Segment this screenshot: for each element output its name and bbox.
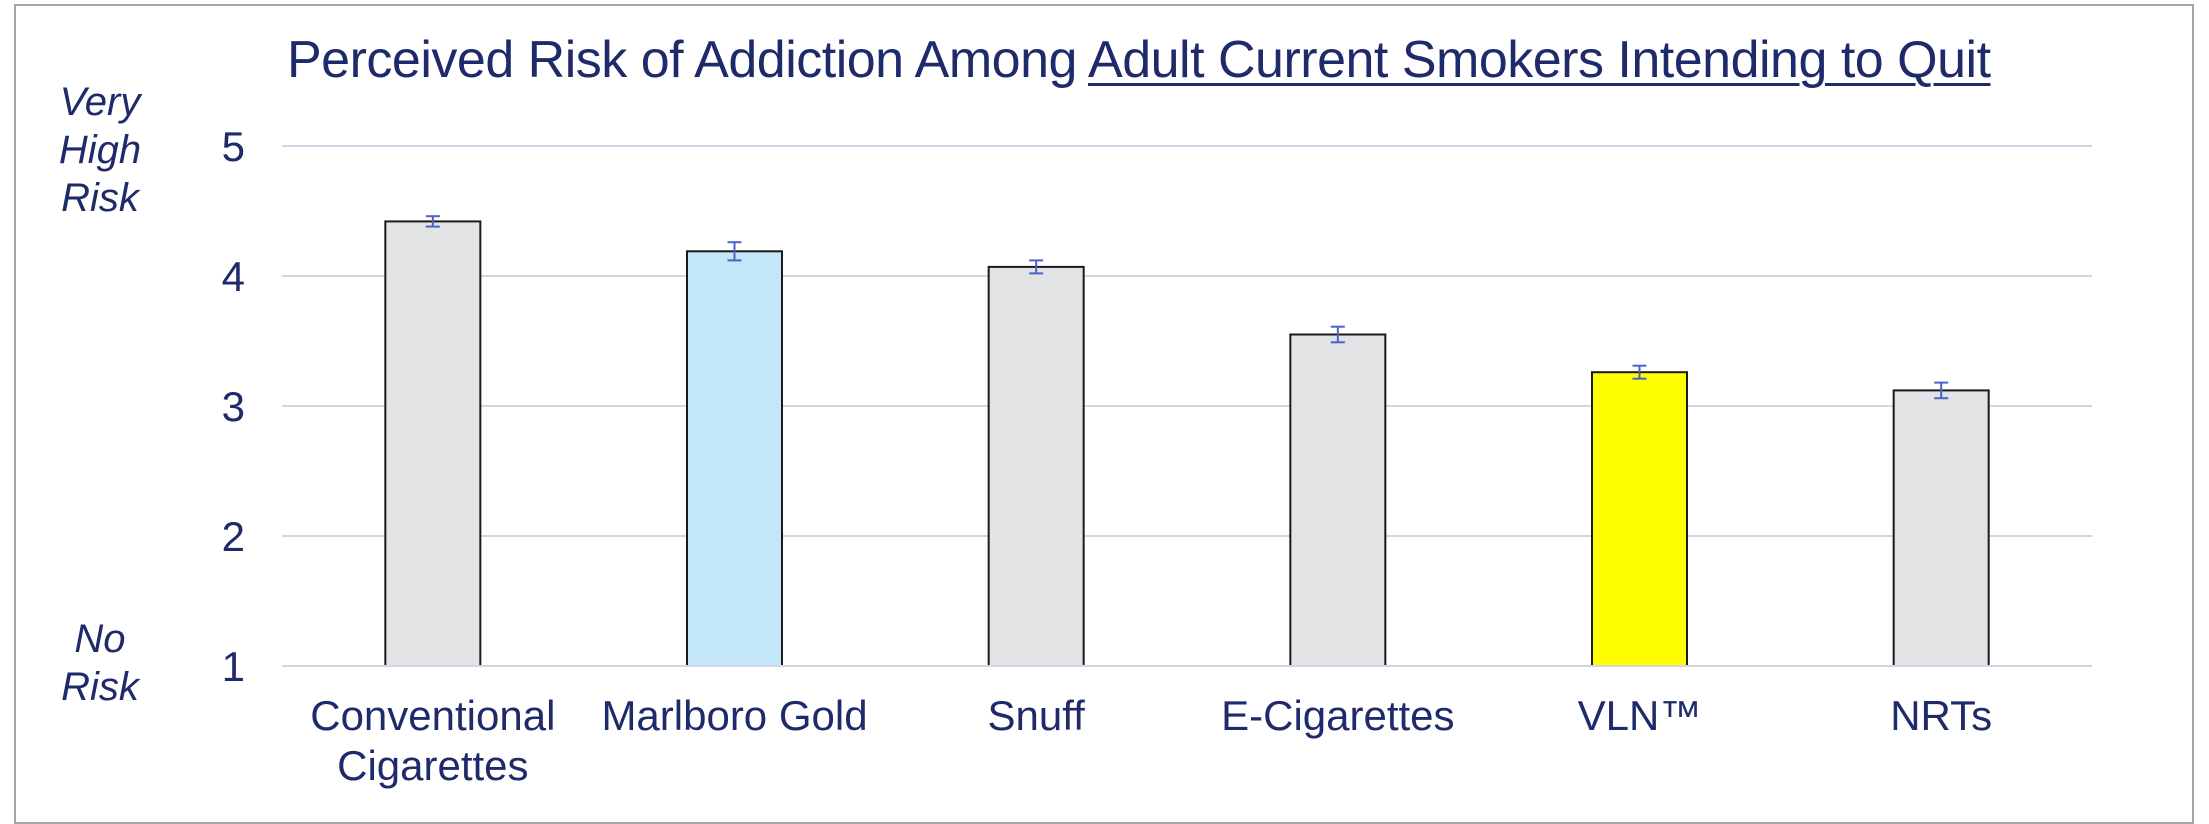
- bar: [987, 265, 1085, 667]
- x-tick-label: E-Cigarettes: [1221, 692, 1454, 739]
- title-prefix: Perceived Risk of Addiction Among: [287, 31, 1089, 89]
- bar: [384, 220, 482, 667]
- x-tick-label: NRTs: [1890, 692, 1992, 739]
- x-tick-label: Conventional: [310, 692, 555, 739]
- y-tick-label: 1: [222, 643, 245, 690]
- x-tick-label: Cigarettes: [337, 742, 528, 789]
- x-tick-label: VLN™: [1578, 692, 1702, 739]
- y-tick-label: 3: [222, 383, 245, 430]
- y-bottom-label: No Risk: [61, 617, 139, 709]
- y-tick-label: 4: [222, 253, 245, 300]
- title-underlined: Adult Current Smokers Intending to Quit: [1088, 31, 1991, 89]
- bar: [1892, 389, 1990, 667]
- bar: [1591, 371, 1688, 667]
- chart-frame: [14, 4, 2194, 824]
- y-top-label: Very High Risk: [58, 80, 142, 220]
- bar: [1289, 333, 1387, 667]
- bar: [686, 250, 783, 668]
- chart-title: Perceived Risk of Addiction Among Adult …: [287, 30, 1991, 90]
- x-tick-label: Snuff: [988, 692, 1086, 739]
- x-tick-label: Marlboro Gold: [601, 692, 867, 739]
- y-tick-label: 5: [222, 123, 245, 170]
- y-tick-label: 2: [222, 513, 245, 560]
